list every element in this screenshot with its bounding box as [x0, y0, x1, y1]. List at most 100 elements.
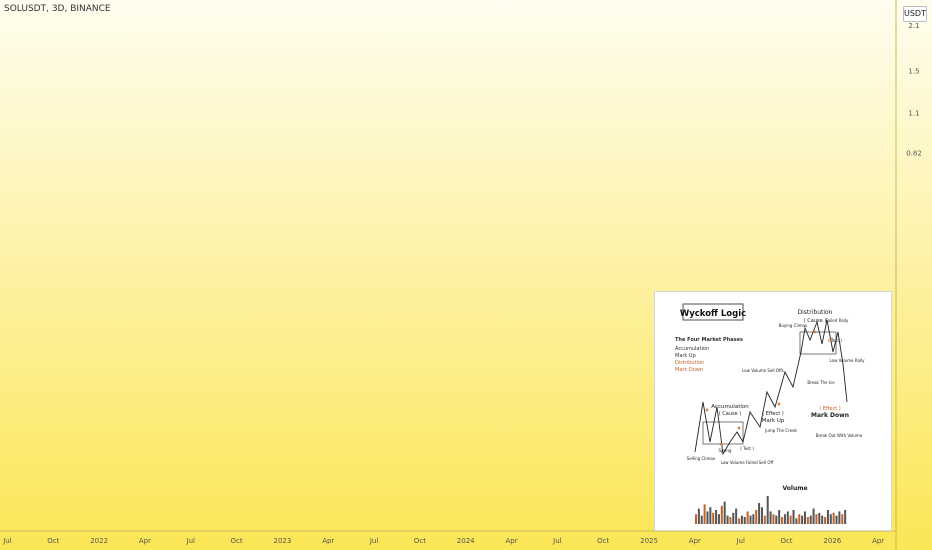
inset-volume-bar: [829, 514, 832, 524]
phase-item: Distribution: [675, 360, 704, 366]
distribution-label: Distribution: [797, 309, 832, 316]
test2-label: ( Test ): [740, 446, 754, 451]
accumulation-label: Accumulation: [711, 404, 749, 410]
inset-volume-bar: [786, 511, 789, 524]
inset-volume-bar: [778, 510, 781, 524]
inset-title: Wyckoff Logic: [680, 309, 746, 319]
inset-volume-bar: [832, 512, 835, 524]
inset-star-icon: [704, 407, 710, 412]
x-tick-label: Jul: [369, 537, 379, 545]
inset-volume-bar: [826, 510, 829, 524]
inset-title-box: [682, 303, 744, 321]
mark-down-label: Mark Down: [811, 412, 849, 419]
acc-cause-label: ( Cause ): [719, 411, 742, 417]
y-tick-label: 0.82: [906, 149, 922, 157]
inset-volume-bar: [812, 508, 815, 524]
buying-climax-label: Buying Climax: [779, 323, 808, 328]
inset-volume-bar: [798, 514, 801, 524]
effect-up-label: ( Effect ): [762, 411, 784, 417]
inset-volume-bar: [775, 515, 778, 524]
inset-volume-bar: [844, 510, 847, 524]
inset-volume-bar: [841, 514, 844, 524]
y-tick-label: 2.1: [908, 22, 919, 30]
inset-volume-bar: [772, 514, 775, 524]
inset-volume-bar: [697, 508, 700, 524]
inset-volume-bar: [752, 514, 755, 524]
inset-volume-bar: [706, 511, 709, 524]
inset-volume-bar: [755, 510, 758, 524]
x-tick-label: Oct: [231, 537, 243, 545]
break-ice-label: Break The Ice: [807, 380, 835, 385]
inset-volume-bar: [815, 514, 818, 524]
x-tick-label: Jul: [2, 537, 12, 545]
inset-volume-bar: [738, 518, 741, 524]
inset-volume-bar: [703, 504, 706, 524]
x-tick-label: 2026: [823, 537, 841, 545]
inset-volume-bar: [824, 517, 827, 524]
x-tick-label: Apr: [322, 537, 334, 545]
inset-volume-bar: [709, 507, 712, 524]
inset-volume-bar: [801, 515, 804, 524]
inset-volume-bar: [715, 510, 718, 524]
spring-label: Spring: [719, 448, 732, 453]
selling-climax-label: Selling Climax: [687, 456, 716, 461]
x-tick-label: Oct: [780, 537, 792, 545]
phase-item: Accumulation: [675, 346, 709, 352]
inset-star-icon: [736, 425, 742, 430]
inset-volume-bar: [746, 511, 749, 524]
x-tick-label: Jul: [552, 537, 562, 545]
mark-up-label: Mark Up: [762, 418, 785, 424]
phase-item: Mark Down: [675, 367, 703, 373]
low-volume-sell-offs-label: Low Volume Sell Offs: [742, 368, 784, 373]
x-tick-label: Oct: [47, 537, 59, 545]
low-volume-failed-sell-label: Low Volume Failed Sell Off: [721, 460, 774, 465]
inset-volume-bar: [726, 515, 729, 524]
inset-volume-bar: [758, 503, 761, 524]
breakout-volume-label: Break Out With Volume: [816, 433, 863, 438]
inset-star-icon: [812, 329, 818, 334]
inset-star-icon: [776, 401, 782, 406]
inset-volume-bar: [795, 518, 798, 524]
x-tick-label: Apr: [872, 537, 884, 545]
x-tick-label: Jul: [186, 537, 196, 545]
x-tick-label: 2025: [640, 537, 658, 545]
inset-volume-bar: [749, 515, 752, 524]
inset-volume-bar: [743, 517, 746, 524]
inset-volume-bar: [838, 511, 841, 524]
phase-item: Mark Up: [675, 353, 696, 359]
inset-volume-bar: [700, 515, 703, 524]
inset-star-icon: [718, 441, 724, 446]
inset-volume-bar: [783, 514, 786, 524]
wyckoff-price-path: [694, 319, 848, 456]
inset-volume-bar: [735, 508, 738, 524]
failed-rally-label: Failed Rally: [826, 318, 849, 323]
inset-volume-bar: [835, 515, 838, 524]
inset-volume-bar: [760, 507, 763, 524]
x-tick-label: Oct: [597, 537, 609, 545]
inset-volume-bar: [712, 512, 715, 524]
x-tick-label: Apr: [689, 537, 701, 545]
y-tick-label: 1.5: [908, 68, 919, 76]
inset-volume-bar: [769, 511, 772, 524]
x-tick-label: 2023: [274, 537, 292, 545]
inset-volume-bar: [720, 505, 723, 524]
inset-volume-bar: [695, 514, 698, 524]
volume-heading: Volume: [782, 485, 807, 492]
wyckoff-inset: Wyckoff Logic The Four Market Phases Accum…: [654, 291, 892, 531]
inset-volume-bar: [781, 517, 784, 524]
symbol-title: SOLUSDT, 3D, BINANCE: [4, 4, 111, 14]
inset-volume-bar: [763, 515, 766, 524]
inset-volume-bar: [792, 510, 795, 524]
low-volume-rally-label: Low Volume Rally: [829, 358, 865, 363]
inset-volume-bar: [818, 512, 821, 524]
distribution-range-box: [799, 331, 837, 355]
inset-volume-bar: [732, 512, 735, 524]
x-tick-label: Apr: [505, 537, 517, 545]
currency-button[interactable]: USDT: [903, 6, 927, 22]
test-label: ( Test ): [828, 338, 842, 343]
effect-down-label: ( Effect ): [819, 406, 841, 412]
inset-volume-bar: [809, 515, 812, 524]
phases-heading: The Four Market Phases: [675, 337, 743, 343]
